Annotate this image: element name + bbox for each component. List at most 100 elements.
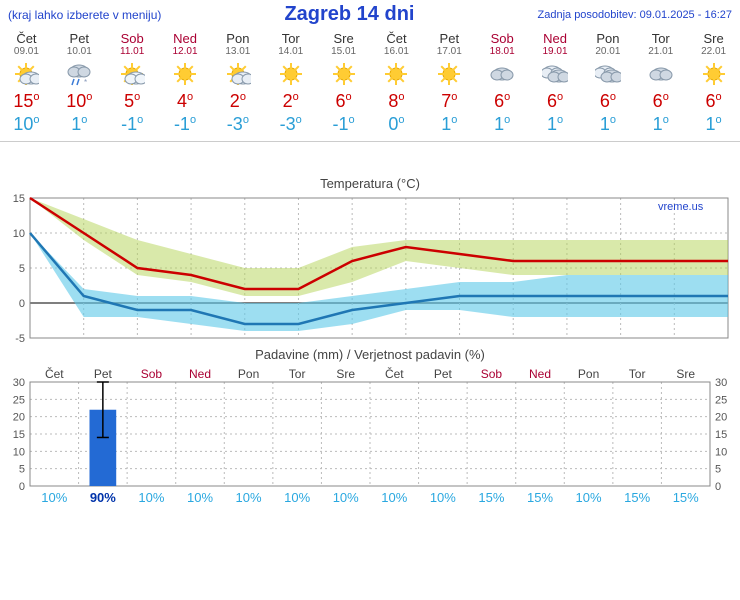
menu-hint: (kraj lahko izberete v meniju) (8, 8, 161, 22)
day-name: Ned (159, 31, 212, 46)
temp-high: 4o (159, 91, 212, 112)
day-name: Sob (106, 31, 159, 46)
svg-text:30: 30 (13, 377, 25, 389)
temp-high: 6o (634, 91, 687, 112)
svg-text:vreme.us: vreme.us (658, 201, 704, 213)
header: (kraj lahko izberete v meniju) Zagreb 14… (0, 0, 740, 29)
day-col: Tor14.012o-3o (264, 29, 317, 137)
temp-high: 6o (317, 91, 370, 112)
svg-text:10: 10 (13, 228, 25, 240)
svg-text:Pon: Pon (578, 367, 599, 381)
day-name: Pon (211, 31, 264, 46)
day-col: Tor21.016o1o (634, 29, 687, 137)
weather-icon (264, 61, 317, 87)
day-date: 15.01 (317, 46, 370, 57)
svg-text:5: 5 (19, 263, 25, 275)
svg-text:10%: 10% (430, 490, 456, 504)
temp-low: 10o (0, 114, 53, 135)
day-col: Ned19.016o1o (529, 29, 582, 137)
day-date: 22.01 (687, 46, 740, 57)
temp-low: 1o (529, 114, 582, 135)
precip-chart-title: Padavine (mm) / Verjetnost padavin (%) (0, 347, 740, 362)
day-date: 21.01 (634, 46, 687, 57)
day-date: 09.01 (0, 46, 53, 57)
day-col: Pet10.01 * 10o1o (53, 29, 106, 137)
temp-low: 1o (53, 114, 106, 135)
svg-text:Pet: Pet (434, 367, 453, 381)
day-col: Pon13.01 2o-3o (211, 29, 264, 137)
day-name: Pet (423, 31, 476, 46)
temp-high: 2o (264, 91, 317, 112)
temp-low: -3o (264, 114, 317, 135)
weather-icon (476, 61, 529, 87)
day-date: 13.01 (211, 46, 264, 57)
svg-text:*: * (84, 78, 87, 87)
svg-text:Ned: Ned (189, 367, 211, 381)
day-col: Pet17.017o1o (423, 29, 476, 137)
temp-high: 6o (529, 91, 582, 112)
svg-text:15: 15 (13, 193, 25, 205)
svg-text:30: 30 (715, 377, 727, 389)
day-name: Čet (0, 31, 53, 46)
day-name: Čet (370, 31, 423, 46)
svg-text:15: 15 (13, 429, 25, 441)
day-col: Sob11.015o-1o (106, 29, 159, 137)
temp-high: 5o (106, 91, 159, 112)
day-date: 16.01 (370, 46, 423, 57)
temp-low: 1o (581, 114, 634, 135)
weather-icon (370, 61, 423, 87)
svg-text:25: 25 (715, 394, 727, 406)
day-col: Čet09.01 15o10o (0, 29, 53, 137)
weather-icon (687, 61, 740, 87)
day-col: Sre15.016o-1o (317, 29, 370, 137)
day-date: 14.01 (264, 46, 317, 57)
day-col: Čet16.018o0o (370, 29, 423, 137)
temp-high: 6o (581, 91, 634, 112)
svg-text:10: 10 (13, 446, 25, 458)
svg-text:5: 5 (715, 464, 721, 476)
svg-text:15%: 15% (624, 490, 650, 504)
svg-text:10%: 10% (576, 490, 602, 504)
day-name: Sob (476, 31, 529, 46)
temp-low: -1o (106, 114, 159, 135)
svg-text:10%: 10% (41, 490, 67, 504)
svg-text:10%: 10% (236, 490, 262, 504)
temp-high: 7o (423, 91, 476, 112)
temperature-chart: -5051015vreme.us (0, 193, 740, 343)
svg-text:15%: 15% (478, 490, 504, 504)
temp-chart-title: Temperatura (°C) (0, 176, 740, 191)
temp-low: 1o (423, 114, 476, 135)
weather-icon (423, 61, 476, 87)
svg-text:Sob: Sob (481, 367, 503, 381)
svg-text:10%: 10% (187, 490, 213, 504)
svg-text:Sre: Sre (676, 367, 695, 381)
day-name: Pet (53, 31, 106, 46)
temp-high: 15o (0, 91, 53, 112)
svg-text:10%: 10% (284, 490, 310, 504)
day-date: 12.01 (159, 46, 212, 57)
svg-text:Pon: Pon (238, 367, 259, 381)
svg-text:10%: 10% (138, 490, 164, 504)
temp-low: 0o (370, 114, 423, 135)
svg-text:20: 20 (715, 412, 727, 424)
temp-high: 6o (687, 91, 740, 112)
svg-text:15: 15 (715, 429, 727, 441)
day-date: 18.01 (476, 46, 529, 57)
svg-text:Čet: Čet (385, 366, 404, 381)
temp-high: 10o (53, 91, 106, 112)
temp-high: 2o (211, 91, 264, 112)
temp-high: 6o (476, 91, 529, 112)
day-col: Ned12.014o-1o (159, 29, 212, 137)
weather-icon (211, 61, 264, 87)
temp-low: 1o (634, 114, 687, 135)
day-date: 10.01 (53, 46, 106, 57)
temp-low: -3o (211, 114, 264, 135)
forecast-14day-row: Čet09.0115o10oPet10.01*10o1oSob11.015o-1… (0, 29, 740, 142)
temp-low: -1o (317, 114, 370, 135)
svg-text:10%: 10% (333, 490, 359, 504)
svg-text:Sre: Sre (336, 367, 355, 381)
weather-icon (159, 61, 212, 87)
svg-text:10: 10 (715, 446, 727, 458)
day-date: 19.01 (529, 46, 582, 57)
weather-icon (0, 61, 53, 87)
